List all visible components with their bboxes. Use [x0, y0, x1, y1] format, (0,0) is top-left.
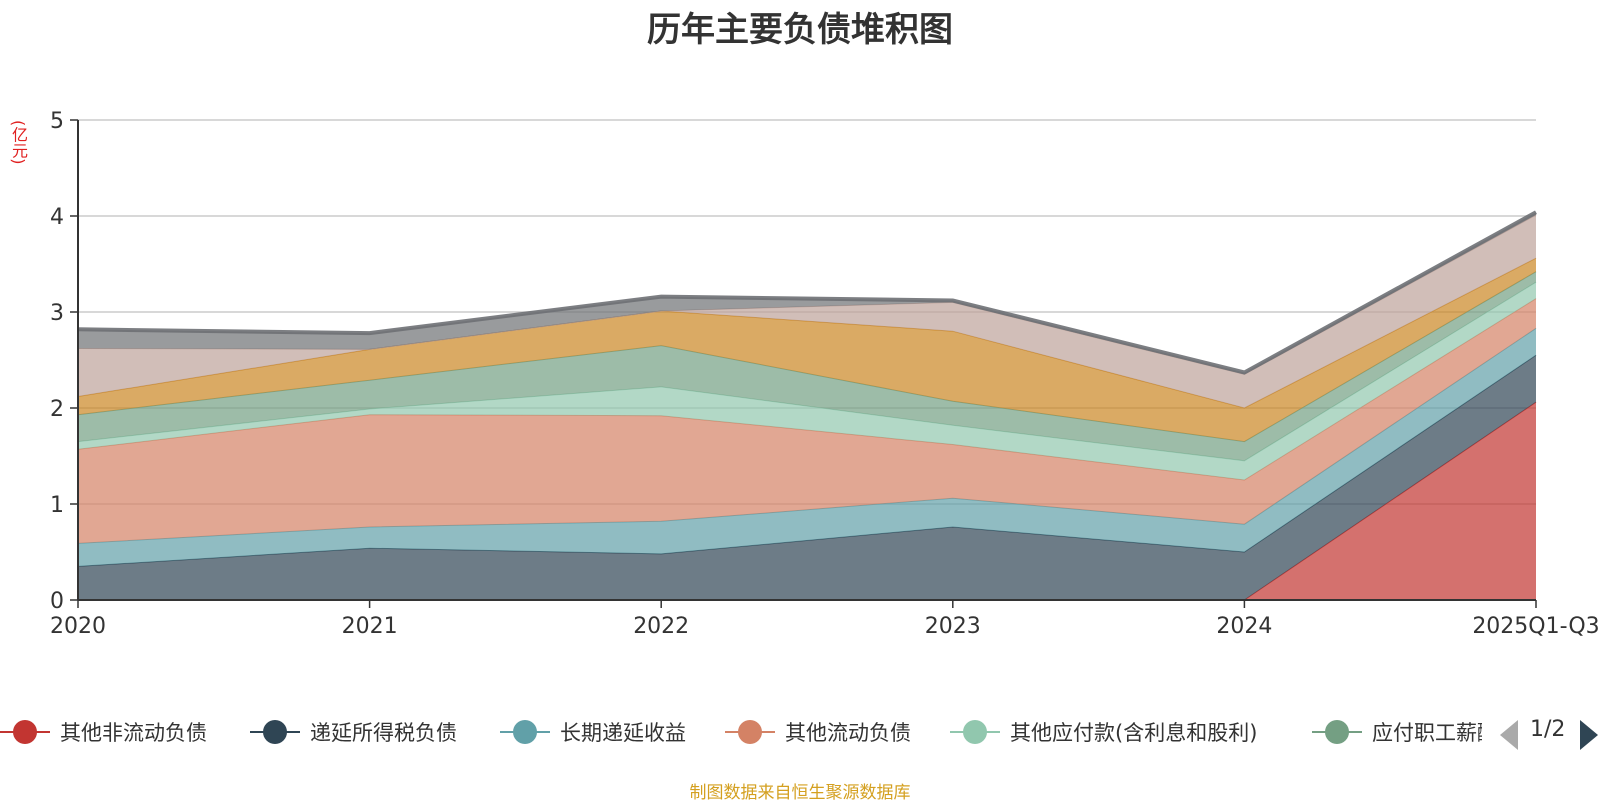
area-series-4	[78, 298, 1536, 544]
legend-marker-icon	[0, 720, 50, 744]
legend: 其他非流动负债 递延所得税负债 长期递延收益 其他流动负债 其他应付款(含利息和股利) 应…	[0, 712, 1600, 752]
x-tick-label: 2020	[50, 614, 106, 639]
stacked-area-chart: 0 1 2 3 4 5 2020 2021 2022 2023 2024 2025Q1-Q3	[50, 109, 1600, 639]
area-series-8	[78, 215, 1536, 408]
x-tick-label: 2023	[925, 614, 981, 639]
x-tick-label: 2024	[1216, 614, 1272, 639]
legend-item-5[interactable]: 其他应付款(含利息和股利)	[950, 712, 1257, 752]
legend-marker-icon	[725, 720, 775, 744]
legend-label: 其他非流动负债	[60, 721, 207, 745]
axes: 0 1 2 3 4 5 2020 2021 2022 2023 2024 2025Q1-Q3	[50, 109, 1600, 639]
area-series-9	[78, 212, 1536, 375]
legend-item-4[interactable]: 其他流动负债	[725, 712, 911, 752]
legend-marker-icon	[250, 720, 300, 744]
legend-label: 长期递延收益	[560, 721, 686, 745]
legend-marker-icon	[1312, 720, 1362, 744]
legend-items: 其他非流动负债 递延所得税负债 长期递延收益 其他流动负债 其他应付款(含利息和股利) 应…	[0, 712, 1482, 752]
y-tick-label: 5	[50, 109, 64, 134]
x-tick-label: 2021	[342, 614, 398, 639]
legend-label: 应付职工薪酬	[1372, 721, 1482, 745]
area-series-7	[78, 258, 1536, 442]
source-note: 制图数据来自恒生聚源数据库	[689, 783, 911, 803]
legend-page-indicator: 1/2	[1530, 717, 1566, 742]
legend-label: 其他应付款(含利息和股利)	[1010, 721, 1258, 745]
area-series-3	[78, 328, 1536, 567]
area-series-layer	[77, 210, 1537, 601]
y-tick-label: 0	[50, 589, 64, 614]
x-tick-label: 2022	[633, 614, 689, 639]
legend-label: 递延所得税负债	[310, 721, 457, 745]
y-tick-label: 3	[50, 301, 64, 326]
legend-marker-icon	[500, 720, 550, 744]
legend-item-6[interactable]: 应付职工薪酬	[1312, 712, 1482, 752]
y-tick-label: 1	[50, 493, 64, 518]
area-series-line-9	[77, 210, 1537, 375]
y-tick-label: 2	[50, 397, 64, 422]
x-tick-label: 2025Q1-Q3	[1472, 614, 1599, 639]
y-tick-label: 4	[50, 205, 64, 230]
legend-item-3[interactable]: 长期递延收益	[500, 712, 686, 752]
legend-item-1[interactable]: 其他非流动负债	[0, 712, 207, 752]
legend-next-page-button[interactable]	[1580, 720, 1598, 750]
chart-title: 历年主要负债堆积图	[647, 10, 953, 50]
area-series-1	[78, 402, 1536, 600]
legend-item-2[interactable]: 递延所得税负债	[250, 712, 457, 752]
legend-prev-page-button[interactable]	[1500, 720, 1518, 750]
legend-marker-icon	[950, 720, 1000, 744]
legend-label: 其他流动负债	[785, 721, 911, 745]
area-series-2	[78, 355, 1536, 600]
y-axis-unit-label: (亿元)	[9, 120, 28, 165]
